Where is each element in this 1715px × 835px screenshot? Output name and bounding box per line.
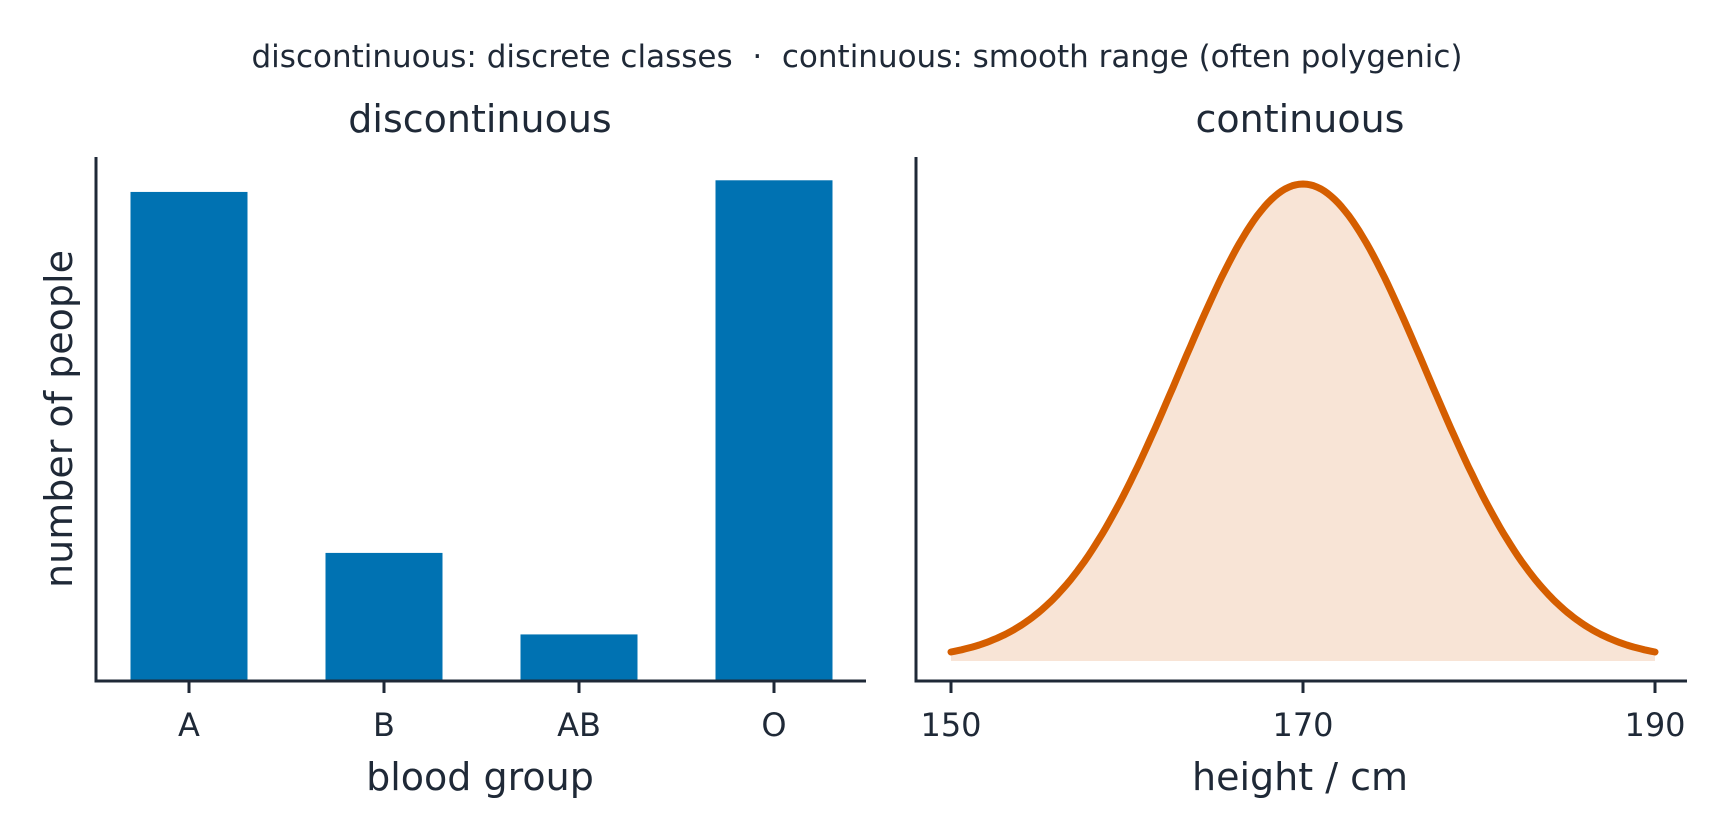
bar-ab [520, 634, 638, 681]
curve-panel: continuous 150 170 190 height / cm [914, 97, 1687, 799]
curve-x-axis-label: height / cm [1192, 755, 1408, 799]
bar-a [130, 191, 248, 681]
distribution-curve [947, 180, 1659, 656]
bar-o [715, 180, 833, 682]
bar-b [325, 552, 443, 681]
distribution-fill [951, 184, 1655, 661]
bar-y-axis-label: number of people [37, 250, 81, 588]
bar-tick-label: O [761, 706, 786, 744]
bar-tick-label: B [373, 706, 395, 744]
curve-tick-label: 150 [920, 706, 981, 744]
bar-x-ticks: A B AB O [178, 681, 787, 744]
curve-tick-label: 190 [1624, 706, 1685, 744]
bar-tick-label: A [178, 706, 200, 744]
bar-panel-title: discontinuous [348, 97, 611, 141]
bar-x-axis-label: blood group [366, 755, 594, 799]
curve-panel-title: continuous [1196, 97, 1405, 141]
figure-suptitle: discontinuous: discrete classes · contin… [252, 39, 1463, 75]
bar-group [130, 180, 833, 682]
bar-panel: discontinuous A B AB O blood group number o… [37, 97, 866, 799]
curve-x-ticks: 150 170 190 [920, 681, 1686, 744]
curve-tick-label: 170 [1272, 706, 1333, 744]
bar-tick-label: AB [557, 706, 601, 744]
